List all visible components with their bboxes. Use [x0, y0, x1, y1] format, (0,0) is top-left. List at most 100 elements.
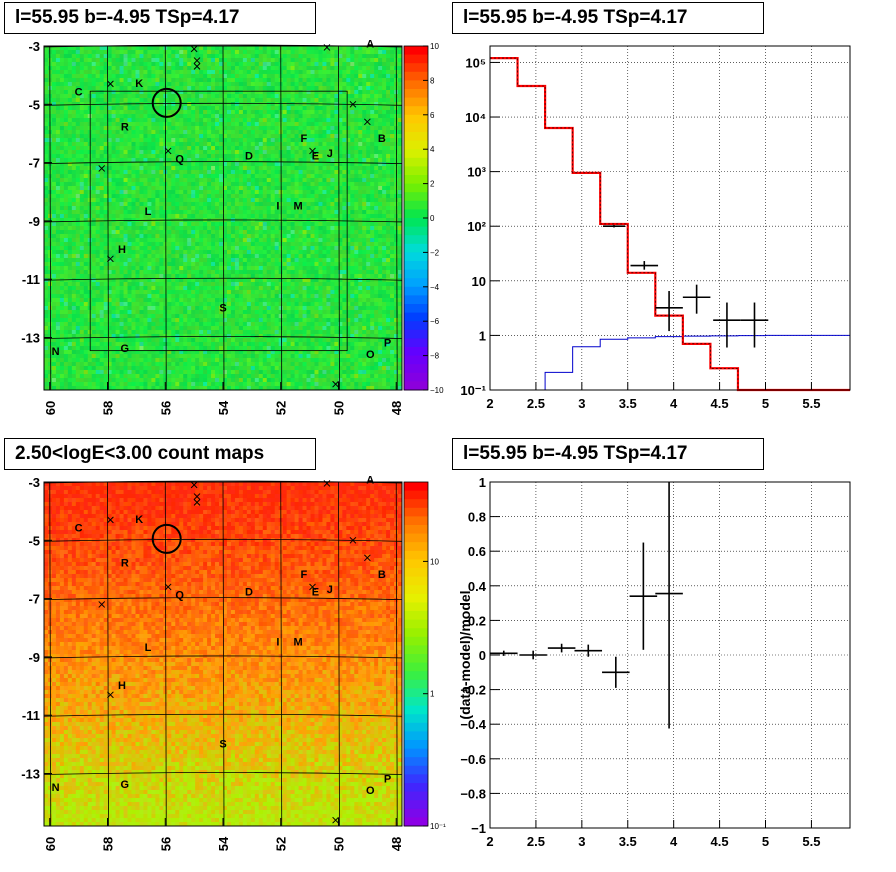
- colorbar-tick-label: 10⁻¹: [430, 822, 446, 831]
- x-tick-label: 4: [670, 834, 678, 849]
- source-label: S: [219, 738, 226, 750]
- y-tick-label: -5: [28, 533, 40, 548]
- colorbar-tick-label: −2: [430, 248, 440, 257]
- source-cross: [190, 45, 198, 53]
- data-point: [655, 482, 683, 729]
- y-tick-label: -13: [21, 767, 40, 782]
- source-label: L: [145, 206, 152, 218]
- grid-lines: [490, 46, 850, 390]
- panel-title: l=55.95 b=-4.95 TSp=4.17: [4, 2, 316, 34]
- source-label: L: [145, 642, 152, 654]
- x-tick-label: 2: [486, 834, 493, 849]
- x-tick-label: 48: [389, 401, 404, 415]
- source-label: A: [366, 474, 374, 486]
- source-label: P: [384, 337, 391, 349]
- source-cross: [193, 493, 201, 500]
- grid-lines: [43, 480, 403, 827]
- colorbar-tick-label: −10: [430, 386, 444, 395]
- x-tick-label: 3: [578, 396, 585, 411]
- y-tick-label: 0: [479, 648, 486, 663]
- x-tick-label: 5.5: [802, 834, 820, 849]
- source-label: R: [121, 122, 129, 134]
- source-cross: [98, 601, 106, 608]
- source-cross: [349, 536, 357, 544]
- source-cross: [309, 583, 316, 591]
- y-tick-label: −1: [471, 821, 486, 836]
- source-cross: [193, 499, 201, 506]
- spectrum-chart: 2 2.5 3 3.5 4 4.5 5 5.5 10⁻¹ 1 10 10² 10³ 10⁴ 10⁵: [460, 45, 851, 411]
- data-point: [629, 542, 658, 650]
- source-markers: A B C D EF G H I J K L M N OP Q R S: [52, 474, 391, 824]
- y-tick-label: −0.6: [460, 752, 486, 767]
- source-label: B: [378, 569, 386, 581]
- x-tick-label: 2: [486, 396, 493, 411]
- colorbar-tick-label: 0: [430, 214, 435, 223]
- source-cross: [164, 583, 172, 591]
- colorbar-tick-label: 2: [430, 180, 435, 189]
- source-label: E: [312, 587, 319, 599]
- x-tick-label: 48: [389, 837, 404, 851]
- y-axis-label: (data-model)/model: [457, 590, 473, 719]
- source-label: K: [135, 514, 143, 526]
- source-label: A: [366, 38, 374, 50]
- y-tick-label: -3: [28, 475, 40, 490]
- axis-ticks: 2 2.5 3 3.5 4 4.5 5 5.5 10⁻¹ 1 10 10² 10³ 10⁴ 10⁵: [460, 55, 820, 411]
- source-label: B: [378, 133, 386, 145]
- y-tick-label: 10⁴: [465, 110, 486, 125]
- source-label: I: [276, 636, 279, 648]
- source-label: C: [75, 87, 83, 99]
- panel-title: l=55.95 b=-4.95 TSp=4.17: [452, 438, 764, 470]
- source-label: J: [327, 584, 333, 596]
- source-label: M: [293, 636, 302, 648]
- roi-circle: [151, 87, 182, 118]
- y-tick-label: -3: [28, 39, 40, 54]
- source-label: P: [384, 773, 391, 785]
- plot-frame: [489, 45, 851, 391]
- x-tick-label: 2.5: [527, 834, 545, 849]
- source-cross: [364, 118, 371, 126]
- panel-title: 2.50<logE<3.00 count maps: [4, 438, 316, 470]
- y-tick-label: 10⁻¹: [460, 383, 486, 398]
- y-tick-label: 0.4: [468, 579, 487, 594]
- x-tick-label: 60: [43, 401, 58, 415]
- colorbar-tick-label: 6: [430, 111, 435, 120]
- x-tick-label: 56: [158, 837, 173, 851]
- data-point: [630, 261, 659, 270]
- data-point: [682, 284, 711, 314]
- y-tick-label: 1: [479, 328, 486, 343]
- x-tick-label: 56: [158, 401, 173, 415]
- y-tick-label: −0.2: [460, 683, 486, 698]
- y-tick-label: -13: [21, 331, 40, 346]
- y-tick-label: 1: [479, 475, 486, 490]
- data-point: [713, 302, 741, 348]
- countmap-bottom: 60 58 56 54 52 50 48 -3 -5 -7 -9 -11 -13 A B C D EF G H I J K L…: [21, 474, 446, 851]
- source-label: S: [219, 302, 226, 314]
- colorbar-tick-label: 4: [430, 145, 435, 154]
- colorbar-tick-label: −4: [430, 283, 440, 292]
- data-point: [490, 650, 518, 656]
- model-red-line: [490, 57, 850, 392]
- source-label: D: [245, 151, 253, 163]
- source-label: Q: [175, 590, 184, 602]
- source-label: O: [366, 785, 375, 797]
- source-label: M: [293, 200, 302, 212]
- y-tick-label: -11: [22, 708, 40, 723]
- source-cross: [309, 147, 316, 155]
- model-blue-line: [544, 334, 850, 390]
- source-cross: [323, 480, 331, 487]
- x-tick-label: 5: [762, 396, 769, 411]
- y-tick-label: -5: [28, 97, 40, 112]
- source-label: D: [245, 587, 253, 599]
- axis-ticks: 60 58 56 54 52 50 48 -3 -5 -7 -9 -11 -13: [21, 475, 404, 851]
- x-tick-label: 52: [274, 401, 289, 415]
- source-cross: [164, 147, 172, 155]
- source-label: F: [300, 133, 307, 145]
- y-tick-label: 10: [472, 274, 486, 289]
- y-tick-label: -9: [28, 650, 40, 665]
- panel-top-right: l=55.95 b=-4.95 TSp=4.17 2 2.5 3 3.5 4 4.5 5 5.…: [448, 0, 896, 436]
- y-tick-label: -9: [28, 214, 40, 229]
- source-markers: A B C D EF G H I J K L M N OP Q R S: [52, 38, 391, 388]
- source-label: H: [118, 680, 126, 692]
- source-cross: [107, 255, 114, 263]
- x-tick-label: 3.5: [619, 396, 637, 411]
